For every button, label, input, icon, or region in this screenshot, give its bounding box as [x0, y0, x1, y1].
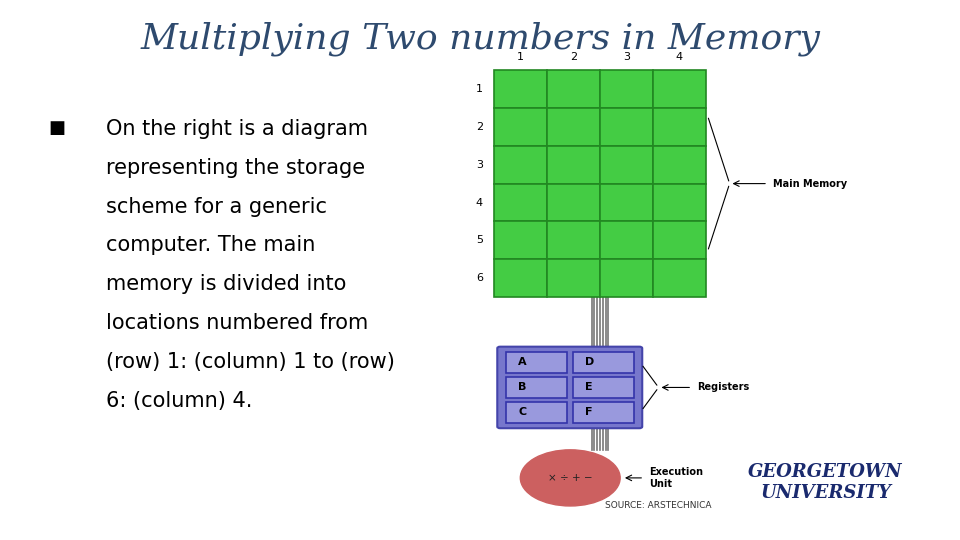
Bar	[600, 108, 653, 146]
Text: scheme for a generic: scheme for a generic	[106, 197, 326, 217]
Bar	[494, 108, 547, 146]
Text: Execution
Unit: Execution Unit	[649, 467, 703, 489]
Text: E: E	[585, 382, 592, 393]
Bar	[653, 108, 706, 146]
Bar	[506, 402, 566, 423]
Text: GEORGETOWN
UNIVERSITY: GEORGETOWN UNIVERSITY	[748, 463, 903, 502]
Bar	[506, 376, 566, 399]
Text: × ÷ + −: × ÷ + −	[548, 473, 592, 483]
Bar	[600, 146, 653, 184]
Text: Registers: Registers	[697, 382, 749, 393]
Bar	[653, 221, 706, 259]
Bar	[547, 70, 600, 108]
Text: 1: 1	[476, 84, 483, 94]
Bar	[494, 221, 547, 259]
Text: Multiplying Two numbers in Memory: Multiplying Two numbers in Memory	[140, 22, 820, 56]
FancyBboxPatch shape	[497, 347, 642, 428]
Bar	[547, 221, 600, 259]
Text: 1: 1	[517, 52, 524, 62]
Bar	[653, 146, 706, 184]
Bar	[494, 146, 547, 184]
Text: computer. The main: computer. The main	[106, 235, 315, 255]
Text: A: A	[518, 357, 527, 367]
Text: 3: 3	[623, 52, 630, 62]
Bar	[600, 221, 653, 259]
Bar	[653, 70, 706, 108]
Bar	[547, 184, 600, 221]
Text: 3: 3	[476, 160, 483, 170]
Circle shape	[520, 450, 620, 506]
Bar	[600, 184, 653, 221]
Bar	[547, 108, 600, 146]
Text: 2: 2	[570, 52, 577, 62]
Bar	[572, 352, 634, 373]
Bar	[547, 146, 600, 184]
Bar	[494, 259, 547, 297]
Bar	[494, 70, 547, 108]
Text: SOURCE: ARSTECHNICA: SOURCE: ARSTECHNICA	[605, 501, 711, 510]
Text: F: F	[585, 408, 592, 417]
Text: 4: 4	[476, 198, 483, 207]
Text: memory is divided into: memory is divided into	[106, 274, 346, 294]
Text: B: B	[518, 382, 526, 393]
Text: 6: (column) 4.: 6: (column) 4.	[106, 391, 252, 411]
Bar	[572, 402, 634, 423]
Text: On the right is a diagram: On the right is a diagram	[106, 119, 368, 139]
Text: (row) 1: (column) 1 to (row): (row) 1: (column) 1 to (row)	[106, 352, 395, 372]
Bar	[572, 376, 634, 399]
Text: C: C	[518, 408, 526, 417]
Bar	[653, 259, 706, 297]
Bar	[506, 352, 566, 373]
Text: 6: 6	[476, 273, 483, 283]
Bar	[600, 70, 653, 108]
Bar	[547, 259, 600, 297]
Text: D: D	[585, 357, 594, 367]
Text: 2: 2	[476, 122, 483, 132]
Text: representing the storage: representing the storage	[106, 158, 365, 178]
Bar	[494, 184, 547, 221]
Bar	[600, 259, 653, 297]
Text: ■: ■	[48, 119, 65, 137]
Bar	[653, 184, 706, 221]
Text: 5: 5	[476, 235, 483, 245]
Text: locations numbered from: locations numbered from	[106, 313, 368, 333]
Text: Main Memory: Main Memory	[773, 179, 847, 188]
Text: 4: 4	[676, 52, 683, 62]
